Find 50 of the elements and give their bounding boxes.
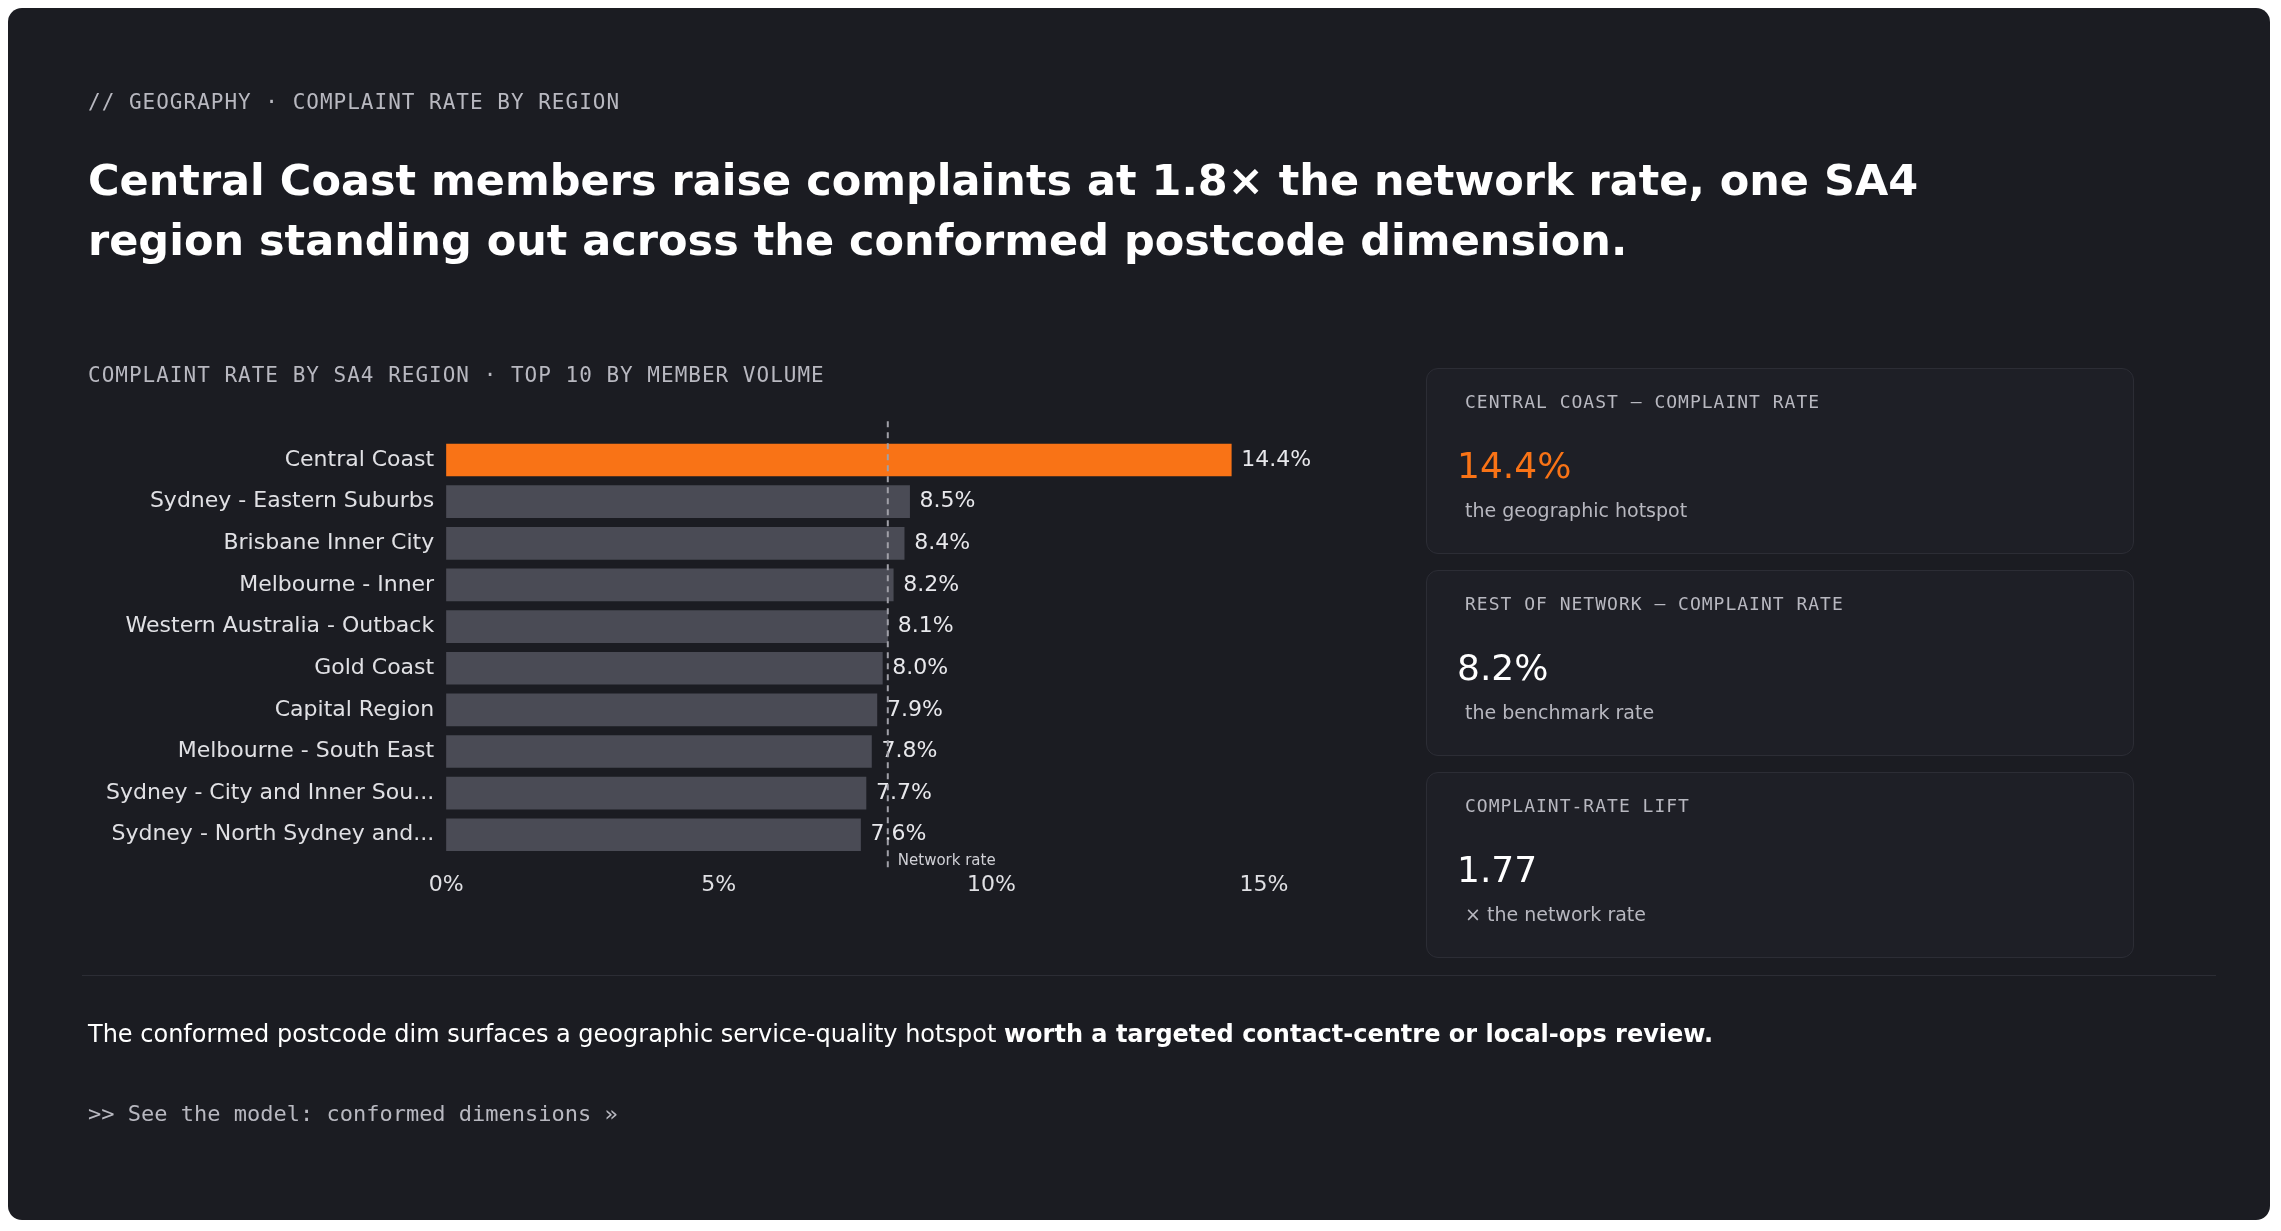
data-label: 8.1% [897, 612, 954, 638]
data-label: 8.4% [914, 529, 971, 555]
data-label: 8.5% [919, 487, 976, 513]
x-tick-label: 15% [1239, 870, 1289, 896]
bar [446, 818, 861, 852]
x-tick-label: 0% [428, 870, 464, 896]
y-tick-label: Gold Coast [314, 653, 435, 679]
bar [446, 610, 889, 643]
ref-line-label: Network rate [897, 851, 996, 870]
chart-title: Central Coast members raise complaints at 1.8× the network rate, one SA4 region standing out across the conformed postcode dimension. [88, 154, 1920, 267]
text: × the network rate [1465, 903, 1646, 925]
y-tick-label: Sydney - North Sydney and... [111, 820, 435, 846]
data-label: 7.9% [886, 695, 943, 721]
y-tick-label: Central Coast [284, 445, 435, 471]
bar [446, 651, 883, 685]
bar [446, 776, 867, 810]
text: 1.77 [1457, 849, 1538, 890]
text: >> See the model: conformed dimensions » [88, 1101, 618, 1126]
bar [446, 568, 894, 602]
text: worth a targeted contact-centre or local-ops review. [1003, 1020, 1714, 1048]
y-tick-label: Sydney - Eastern Suburbs [149, 487, 435, 513]
data-label: 8.2% [903, 570, 960, 596]
text: REST OF NETWORK — COMPLAINT RATE [1465, 593, 1844, 614]
text: 14.4% [1457, 445, 1572, 486]
y-tick-label: Western Australia - Outback [125, 612, 435, 638]
text: the benchmark rate [1465, 701, 1655, 723]
y-tick-label: Sydney - City and Inner Sou... [105, 778, 435, 804]
x-tick-label: 5% [701, 870, 737, 896]
text: The conformed postcode dim surfaces a geographic service-quality hotspot [88, 1020, 997, 1048]
text: COMPLAINT RATE BY SA4 REGION · TOP 10 BY MEMBER VOLUME [88, 363, 825, 387]
text: COMPLAINT-RATE LIFT [1465, 795, 1690, 816]
chart-subtitle: // GEOGRAPHY · COMPLAINT RATE BY REGION [88, 90, 621, 114]
y-tick-label: Capital Region [274, 695, 435, 721]
text: 8.2% [1457, 647, 1549, 688]
text: CENTRAL COAST — COMPLAINT RATE [1465, 391, 1821, 412]
bar [446, 526, 905, 560]
y-tick-label: Brisbane Inner City [223, 529, 435, 555]
y-tick-label: Melbourne - Inner [239, 570, 436, 596]
data-label: 8.0% [892, 653, 949, 679]
bar [446, 485, 910, 518]
data-label: 7.8% [881, 737, 938, 763]
x-tick-label: 10% [966, 870, 1016, 896]
data-label: 7.7% [875, 778, 932, 804]
y-tick-label: Melbourne - South East [177, 737, 435, 763]
data-label: 7.6% [870, 820, 927, 846]
text: the geographic hotspot [1465, 499, 1688, 521]
bar [446, 443, 1232, 477]
bar [446, 735, 872, 768]
bar [446, 693, 878, 727]
data-label: 14.4% [1241, 445, 1312, 471]
